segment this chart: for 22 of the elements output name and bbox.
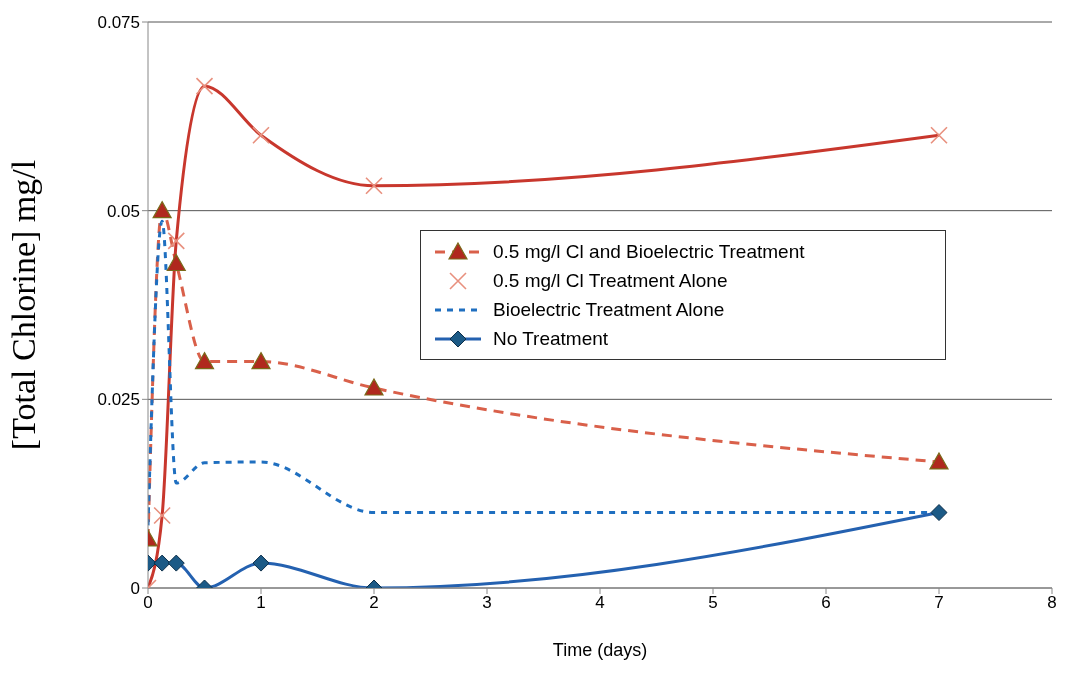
legend-label: 0.5 mg/l Cl and Bioelectric Treatment [493,240,805,263]
legend-label: Bioelectric Treatment Alone [493,298,725,321]
x-tick-label: 4 [595,593,605,613]
y-tick-label: 0 [130,579,140,599]
x-tick-label: 0 [143,593,153,613]
x-tick-label: 5 [708,593,718,613]
y-tick-label: 0.05 [106,201,140,221]
y-axis-title: [Total Chlorine] mg/l [5,159,43,451]
y-tick-label: 0.075 [97,13,140,33]
x-tick-label: 7 [934,593,944,613]
legend-label: No Treatment [493,327,609,350]
x-tick-label: 1 [256,593,266,613]
point [252,554,270,572]
x-tick-label: 2 [369,593,379,613]
x-tick-label: 3 [482,593,492,613]
x-axis-title: Time (days) [552,640,648,660]
legend-label: 0.5 mg/l Cl Treatment Alone [493,269,728,292]
point [167,554,185,572]
point [153,554,171,572]
x-tick-label: 6 [821,593,831,613]
x-tick-label: 8 [1047,593,1057,613]
y-tick-label: 0.025 [97,390,140,410]
